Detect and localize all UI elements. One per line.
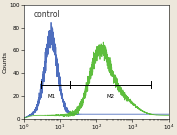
- Text: M1: M1: [48, 94, 56, 99]
- Y-axis label: Counts: Counts: [3, 51, 8, 73]
- Text: M2: M2: [107, 94, 115, 99]
- Text: control: control: [34, 11, 61, 19]
